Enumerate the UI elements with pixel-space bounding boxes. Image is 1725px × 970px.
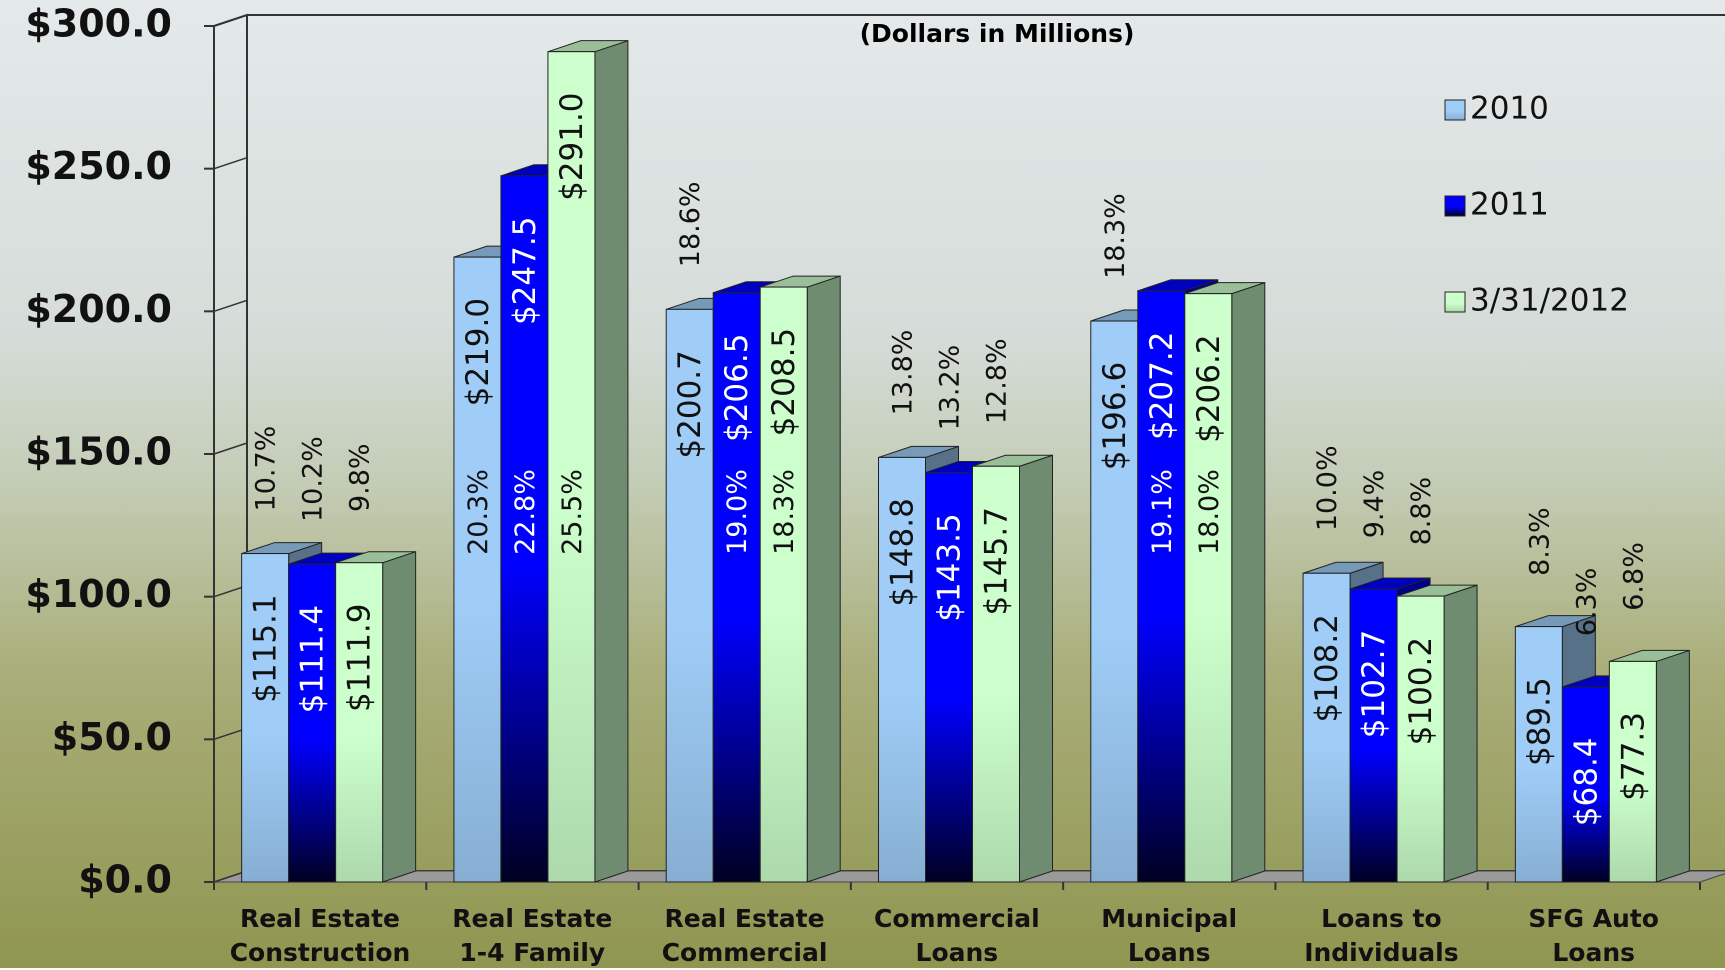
percent-label: 19.0% [722,469,753,555]
bar [972,465,1020,883]
bar-side [1019,454,1053,883]
percent-label: 18.6% [675,181,706,267]
bar [1302,572,1351,883]
percent-label: 6.3% [1571,568,1602,637]
bar [1184,293,1233,883]
value-label: $206.5 [719,334,755,442]
y-tick-label: $250.0 [25,144,172,188]
percent-label: 18.0% [1194,469,1225,555]
bar [241,553,290,883]
value-label: $115.1 [248,594,284,702]
bar [665,308,714,883]
x-tick-label: SFG Auto Loans [1528,904,1659,967]
x-tick-label: Real Estate Commercial [661,904,828,967]
tick-mark [213,14,248,27]
value-label: $89.5 [1521,677,1557,766]
chart-title: (Dollars in Millions) [860,19,1135,48]
percent-label: 13.8% [888,330,919,416]
bar-side [1443,584,1478,883]
percent-label: 19.1% [1147,469,1178,555]
percent-label: 18.3% [1100,193,1131,279]
value-label: $111.9 [342,603,378,711]
y-tick-label: $300.0 [25,2,172,46]
percent-label: 10.0% [1312,445,1343,531]
value-label: $77.3 [1615,712,1651,801]
value-label: $206.2 [1191,334,1227,442]
percent-label: 8.8% [1406,477,1437,546]
y-tick-label: $0.0 [78,858,172,902]
bar [1090,320,1139,883]
value-label: $68.4 [1568,737,1604,826]
bar [335,562,384,883]
x-tick-label: Real Estate 1-4 Family [452,904,613,967]
bar [1349,588,1398,883]
value-label: $219.0 [460,298,496,406]
percent-label: 12.8% [982,338,1013,424]
percent-label: 20.3% [463,469,494,555]
value-label: $196.6 [1097,362,1133,470]
legend-swatch [1444,291,1466,313]
percent-label: 25.5% [557,469,588,555]
legend-label: 2011 [1470,187,1549,223]
bar [547,51,596,883]
value-label: $143.5 [932,513,968,621]
bar-side [382,551,417,883]
value-label: $208.5 [766,328,802,436]
percent-label: 10.7% [251,426,282,512]
legend-label: 3/31/2012 [1470,283,1629,319]
tick-mark [213,299,248,313]
bar [453,256,502,883]
x-tick-label: Municipal Loans [1101,904,1238,967]
legend-swatch [1444,195,1466,217]
value-label: $145.7 [979,507,1015,615]
bar [1608,660,1657,883]
bar [500,175,549,883]
percent-label: 6.8% [1618,542,1649,611]
y-tick-label: $100.0 [25,572,172,616]
percent-label: 13.2% [935,345,966,431]
value-label: $291.0 [554,92,590,200]
percent-label: 8.3% [1524,507,1555,576]
x-tick-label: Real Estate Construction [229,904,411,967]
value-label: $100.2 [1403,637,1439,745]
percent-label: 18.3% [769,469,800,555]
legend-label: 2010 [1470,91,1549,127]
percent-label: 9.4% [1359,470,1390,539]
bar-side [1231,281,1266,883]
x-tick-label: Commercial Loans [873,904,1040,967]
y-tick-label: $200.0 [25,287,172,331]
y-tick-label: $50.0 [52,715,172,759]
x-tick-label: Loans to Individuals [1304,904,1459,967]
percent-label: 10.2% [298,436,329,522]
value-label: $108.2 [1309,614,1345,722]
value-label: $111.4 [295,605,331,713]
value-label: $200.7 [672,350,708,458]
bar-side [806,275,841,883]
bar [759,286,808,883]
bar [288,563,337,883]
bar [1396,595,1445,883]
percent-label: 9.8% [345,443,376,512]
value-label: $247.5 [507,217,543,325]
bar-side [594,39,629,883]
tick-mark [213,442,248,455]
percent-label: 22.8% [510,469,541,555]
value-label: $207.2 [1144,332,1180,440]
bar [925,472,973,883]
value-label: $148.8 [885,498,921,606]
y-tick-label: $150.0 [25,430,172,474]
bar [712,292,761,883]
bar-side [1655,649,1690,883]
tick-mark [213,156,248,170]
legend-swatch [1444,99,1466,121]
value-label: $102.7 [1356,630,1392,738]
